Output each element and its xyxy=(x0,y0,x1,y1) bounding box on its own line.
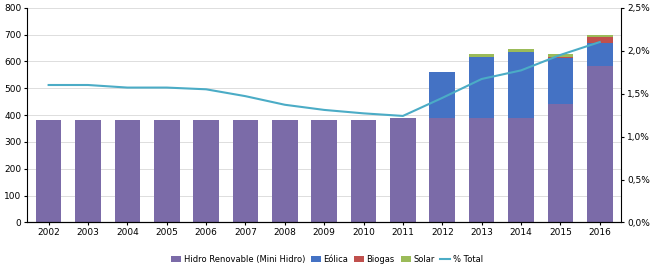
Bar xyxy=(390,118,416,222)
% Total xyxy=(241,95,249,98)
% Total xyxy=(281,103,289,106)
% Total xyxy=(438,96,446,99)
Bar xyxy=(547,58,573,103)
Bar xyxy=(430,118,455,222)
% Total xyxy=(517,69,525,72)
% Total xyxy=(163,86,171,89)
% Total xyxy=(320,108,328,111)
% Total xyxy=(124,86,131,89)
Bar xyxy=(351,120,376,222)
% Total xyxy=(360,112,368,115)
Bar xyxy=(508,49,534,52)
Bar xyxy=(469,57,494,118)
% Total xyxy=(44,83,52,87)
Bar xyxy=(547,57,573,58)
Bar xyxy=(469,54,494,57)
Bar xyxy=(547,54,573,57)
% Total xyxy=(399,114,407,118)
% Total xyxy=(596,40,604,44)
Bar xyxy=(154,120,179,222)
Legend: Hidro Renovable (Mini Hidro), Eólica, Biogas, Solar, % Total: Hidro Renovable (Mini Hidro), Eólica, Bi… xyxy=(171,255,483,264)
% Total xyxy=(202,88,210,91)
Bar xyxy=(272,120,298,222)
% Total xyxy=(557,53,564,57)
Bar xyxy=(508,118,534,222)
Bar xyxy=(587,35,613,37)
Bar xyxy=(587,43,613,66)
Bar xyxy=(311,120,337,222)
% Total xyxy=(84,83,92,87)
Bar xyxy=(587,66,613,222)
Bar xyxy=(508,52,534,118)
% Total xyxy=(477,77,485,81)
Bar xyxy=(36,120,61,222)
Bar xyxy=(469,118,494,222)
Bar xyxy=(194,120,219,222)
Line: % Total: % Total xyxy=(48,42,600,116)
Bar xyxy=(75,120,101,222)
Bar xyxy=(587,37,613,43)
Bar xyxy=(547,103,573,222)
Bar xyxy=(233,120,258,222)
Bar xyxy=(114,120,140,222)
Bar xyxy=(430,72,455,118)
